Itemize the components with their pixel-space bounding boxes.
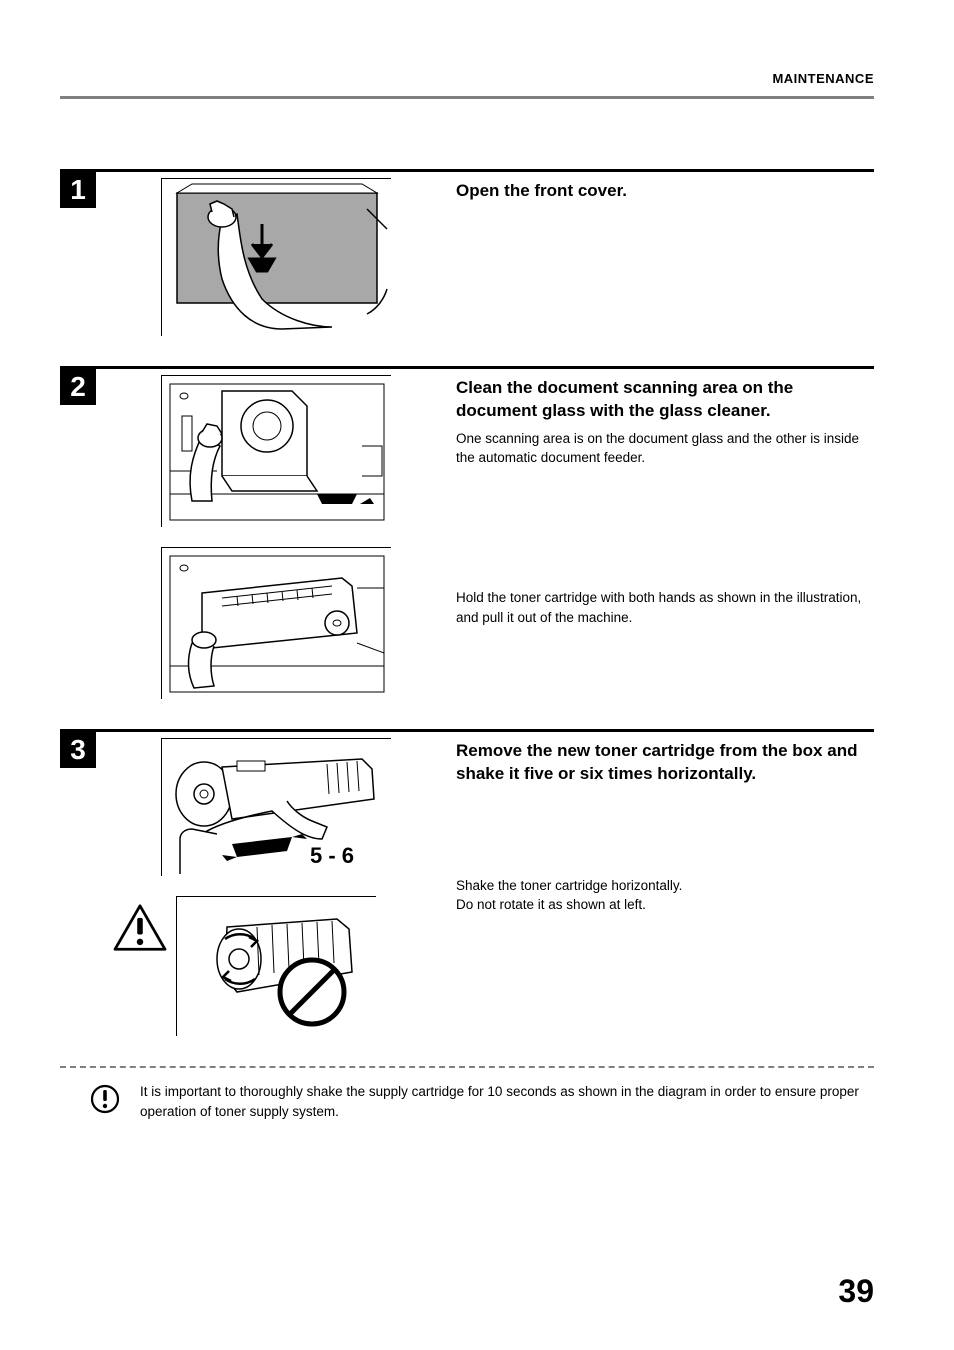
step-title: Clean the document scanning area on the … <box>456 377 874 423</box>
step-2: 2 <box>60 366 874 699</box>
step-images: 5 - 6 <box>116 738 436 1036</box>
illustration-open-cover <box>161 178 391 336</box>
page-header: MAINTENANCE <box>60 70 874 99</box>
step-row: 2 <box>60 375 874 699</box>
section-label: MAINTENANCE <box>772 71 874 86</box>
caution-icon <box>90 1084 120 1114</box>
step-number-badge: 2 <box>60 369 96 405</box>
warning-icon <box>112 903 168 953</box>
page-number: 39 <box>838 1273 874 1310</box>
step-number-badge: 1 <box>60 172 96 208</box>
step-row: 3 5 - 6 <box>60 738 874 1036</box>
important-note: It is important to thoroughly shake the … <box>60 1082 874 1121</box>
step-3: 3 5 - 6 <box>60 729 874 1036</box>
step-1: 1 Open the fro <box>60 169 874 336</box>
step-text: Remove the new toner cartridge from the … <box>456 738 874 915</box>
illustration-do-not-rotate <box>176 896 376 1036</box>
step-divider <box>60 169 874 172</box>
step-body: One scanning area is on the document gla… <box>456 429 874 468</box>
shake-count-label: 5 - 6 <box>310 843 354 868</box>
manual-page: MAINTENANCE 1 <box>0 0 954 1350</box>
illustration-clean-glass <box>161 375 391 527</box>
note-text: It is important to thoroughly shake the … <box>140 1082 874 1121</box>
step-number-badge: 3 <box>60 732 96 768</box>
step-text: Clean the document scanning area on the … <box>456 375 874 627</box>
step-images <box>116 375 436 699</box>
step-divider <box>60 366 874 369</box>
step-text: Open the front cover. <box>456 178 874 209</box>
illustration-pull-cartridge <box>161 547 391 699</box>
step-sub-body: Hold the toner cartridge with both hands… <box>456 588 874 627</box>
step-sub-body: Shake the toner cartridge horizontally. … <box>456 876 874 915</box>
step-divider <box>60 729 874 732</box>
step-row: 1 Open the fro <box>60 178 874 336</box>
illustration-shake-cartridge: 5 - 6 <box>161 738 391 876</box>
dotted-separator <box>60 1066 874 1068</box>
step-images <box>116 178 436 336</box>
step-title: Open the front cover. <box>456 180 874 203</box>
step-title: Remove the new toner cartridge from the … <box>456 740 874 786</box>
